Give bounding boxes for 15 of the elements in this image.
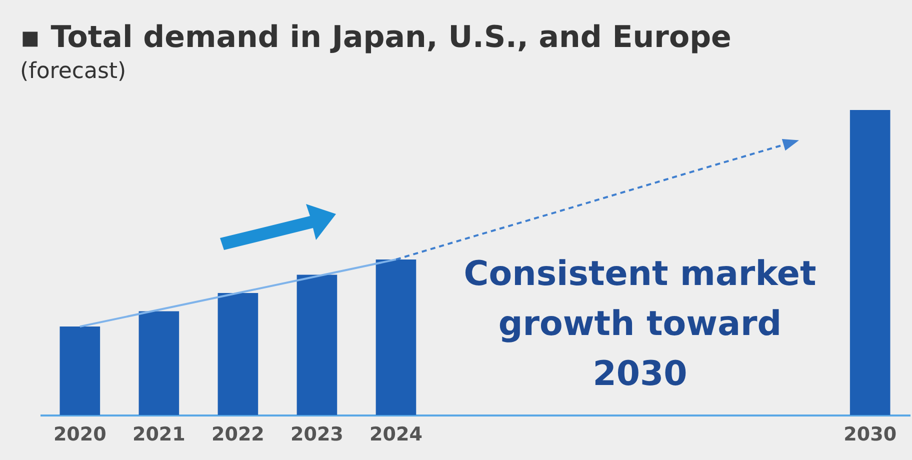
bar [138, 311, 180, 415]
bar [60, 326, 100, 415]
x-tick-label: 2020 [53, 424, 106, 446]
bar [296, 274, 338, 415]
bar [218, 293, 258, 415]
x-tick-label: 2023 [290, 424, 344, 446]
x-tick-label: 2030 [844, 424, 897, 446]
x-tick-label: 2024 [370, 424, 422, 446]
chart-title: ▪ Total demand in Japan, U.S., and Europe [20, 20, 732, 55]
bar [376, 259, 416, 415]
x-tick-label: 2022 [211, 424, 264, 446]
bar [850, 110, 890, 415]
chart-subtitle: (forecast) [20, 59, 126, 84]
x-tick-label: 2021 [132, 424, 186, 446]
annotation: Consistent market growth toward 2030 [464, 254, 816, 394]
